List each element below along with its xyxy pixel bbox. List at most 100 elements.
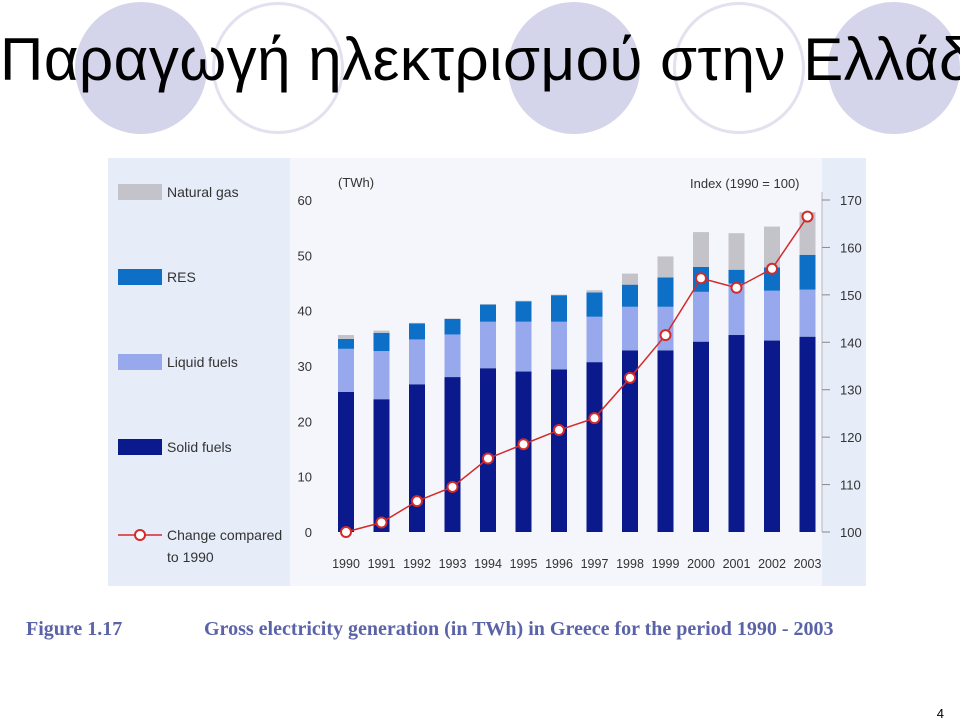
right-tick-label: 130 (840, 383, 862, 398)
left-tick-label: 20 (298, 414, 312, 429)
decorative-circle (828, 2, 960, 134)
right-tick-label: 100 (840, 525, 862, 540)
bar-segment-res (373, 332, 390, 352)
bar-segment-liquid-fuels (657, 306, 674, 351)
bar-segment-solid-fuels (657, 350, 674, 532)
bar-segment-liquid-fuels (480, 321, 496, 369)
bar-segment-liquid-fuels (799, 289, 816, 337)
x-tick-label: 1991 (368, 557, 396, 571)
legend-line-marker (134, 529, 146, 541)
bar-segment-solid-fuels (764, 340, 780, 532)
right-tick-label: 110 (840, 478, 861, 493)
legend-swatch-res (118, 269, 162, 285)
index-point (482, 452, 494, 465)
bar-segment-natural-gas (480, 304, 496, 305)
x-tick-label: 2002 (758, 557, 786, 571)
bar-segment-solid-fuels (515, 371, 532, 532)
x-tick-label: 1990 (332, 557, 360, 571)
bar-segment-natural-gas (693, 232, 709, 267)
left-tick-label: 50 (298, 248, 312, 263)
decorative-circle (508, 2, 640, 134)
x-tick-label: 1997 (581, 557, 609, 571)
index-point (588, 412, 601, 425)
left-tick-label: 0 (305, 525, 312, 540)
x-tick-label: 2001 (723, 557, 751, 571)
index-point (517, 438, 530, 451)
left-tick-label: 10 (298, 470, 312, 485)
bar-segment-solid-fuels (586, 362, 603, 532)
bar-segment-solid-fuels (799, 336, 816, 532)
bar-segment-res (657, 277, 674, 307)
bar-segment-res (515, 301, 532, 322)
legend-label: to 1990 (167, 549, 214, 565)
right-tick-label: 170 (840, 193, 862, 208)
bar-segment-res (799, 254, 816, 290)
bar-segment-liquid-fuels (444, 334, 461, 378)
slide-title: Παραγωγή ηλεκτρισμού στην Ελλάδα (0, 26, 960, 93)
x-tick-label: 2003 (794, 557, 822, 571)
decorative-circle-outline (212, 2, 344, 134)
bar-segment-natural-gas (444, 318, 461, 319)
bar-segment-liquid-fuels (586, 316, 603, 363)
x-tick-label: 2000 (687, 557, 715, 571)
legend-label: Liquid fuels (167, 354, 238, 370)
index-point (553, 424, 565, 437)
bar-segment-liquid-fuels (764, 290, 780, 341)
legend-label: Change compared (167, 527, 282, 543)
bar-segment-solid-fuels (622, 350, 638, 532)
left-tick-label: 30 (298, 359, 312, 374)
bar-segment-res (338, 338, 354, 349)
bar-segment-res (444, 318, 461, 335)
bar-segment-res (409, 323, 425, 340)
bar-segment-solid-fuels (693, 341, 709, 532)
legend-label: Solid fuels (167, 439, 232, 455)
index-point (766, 262, 778, 275)
bar-segment-natural-gas (728, 233, 745, 270)
left-axis: 0 10 20 30 40 50 60 (TWh) (298, 175, 375, 540)
index-point (801, 210, 814, 223)
bar-segment-liquid-fuels (551, 321, 567, 370)
page-number: 4 (936, 706, 944, 721)
right-tick-label: 150 (840, 288, 862, 303)
index-point (411, 495, 423, 508)
bar-segment-natural-gas (764, 226, 780, 268)
legend-label: RES (167, 269, 196, 285)
bar-segment-liquid-fuels (373, 351, 390, 400)
bar-segment-solid-fuels (444, 377, 461, 532)
index-point (730, 281, 743, 294)
bar-segment-res (586, 292, 603, 317)
left-axis-unit: (TWh) (338, 175, 374, 190)
figure-caption: Gross electricity generation (in TWh) in… (204, 618, 834, 640)
bar-segment-res (480, 304, 496, 322)
right-tick-label: 120 (840, 430, 862, 445)
bar-segment-solid-fuels (728, 335, 745, 532)
x-tick-label: 1999 (652, 557, 680, 571)
index-line (345, 216, 809, 533)
bar-segment-liquid-fuels (338, 348, 354, 393)
bar-segment-res (728, 269, 745, 284)
index-point (446, 480, 459, 493)
legend-swatch-solid-fuels (118, 439, 162, 455)
bar-segment-natural-gas (373, 330, 390, 333)
bars-group (338, 212, 816, 532)
left-tick-label: 40 (298, 304, 312, 319)
legend-swatch-natural-gas (118, 184, 162, 200)
bar-segment-natural-gas (551, 294, 567, 296)
bar-segment-natural-gas (338, 335, 354, 339)
right-tick-label: 160 (840, 240, 862, 255)
bar-segment-liquid-fuels (622, 306, 638, 351)
figure-label: Figure 1.17 (26, 618, 123, 640)
x-tick-label: 1992 (403, 557, 431, 571)
chart-legend: Natural gas RES Liquid fuels Solid fuels Cha… (118, 184, 282, 565)
bar-segment-natural-gas (657, 256, 674, 278)
x-tick-label: 1995 (510, 557, 538, 571)
bar-segment-solid-fuels (338, 392, 354, 532)
bar-segment-liquid-fuels (693, 291, 709, 342)
index-point (340, 526, 352, 538)
bar-segment-res (622, 284, 638, 307)
decorative-circle (75, 2, 207, 134)
bar-segment-solid-fuels (373, 399, 390, 532)
legend-label: Natural gas (167, 184, 239, 200)
x-tick-label: 1998 (616, 557, 644, 571)
